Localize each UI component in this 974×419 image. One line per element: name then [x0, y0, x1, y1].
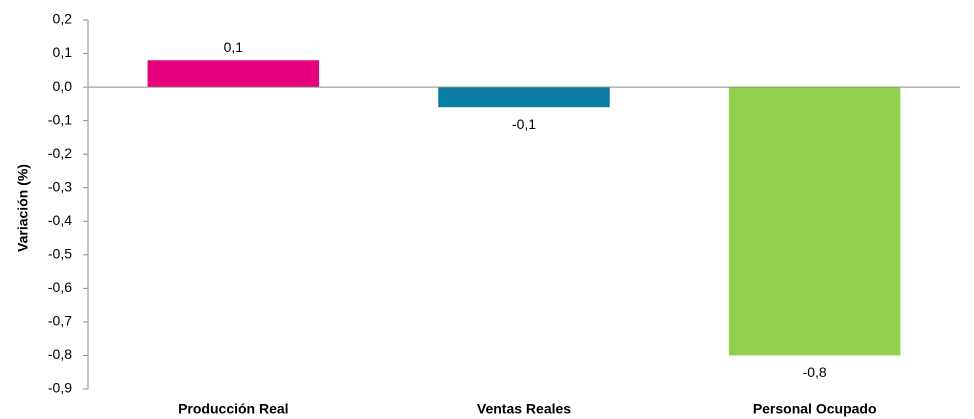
x-category-label: Ventas Reales [477, 401, 571, 417]
y-tick-label: 0,2 [53, 11, 73, 27]
data-label: -0,1 [512, 116, 536, 132]
y-tick-label: -0,2 [48, 145, 72, 161]
y-tick-label: -0,3 [48, 178, 72, 194]
y-axis-title: Variación (%) [15, 164, 31, 252]
y-tick-label: -0,6 [48, 279, 72, 295]
y-tick-label: -0,1 [48, 111, 72, 127]
y-tick-label: 0,0 [53, 78, 73, 94]
bars [147, 60, 901, 356]
x-axis: Producción Real Ventas Reales Personal Ocu… [88, 86, 960, 417]
bar-2 [438, 87, 610, 108]
y-tick-label: -0,4 [48, 212, 72, 228]
data-label: -0,8 [803, 364, 827, 380]
x-category-label: Personal Ocupado [753, 401, 877, 417]
y-axis: 0,2 0,1 0,0 -0,1 -0,2 -0,3 -0,4 -0,5 -0,6 -0,7 -0,… [48, 11, 89, 396]
x-category-label: Producción Real [178, 401, 288, 417]
data-label: 0,1 [224, 39, 244, 55]
y-tick-label: -0,8 [48, 346, 72, 362]
y-tick-label: -0,7 [48, 313, 72, 329]
y-tick-label: -0,9 [48, 380, 72, 396]
bar-3 [728, 87, 901, 356]
y-tick-label: 0,1 [53, 44, 73, 60]
y-tick-label: -0,5 [48, 246, 72, 262]
bar-1 [147, 60, 320, 88]
data-labels: 0,1 -0,1 -0,8 [224, 39, 827, 380]
